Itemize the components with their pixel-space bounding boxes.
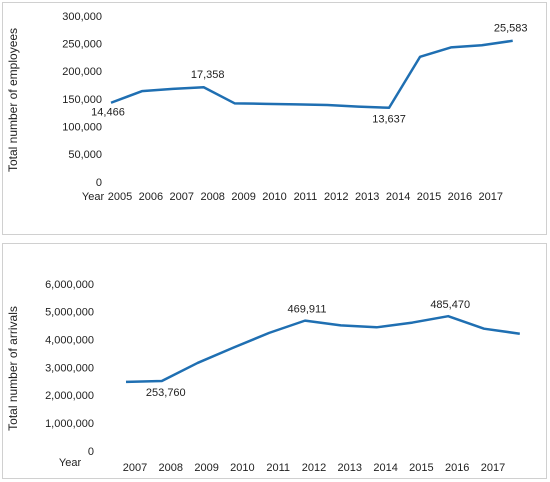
panel [2,243,547,479]
y-tick-label: 1,000,000 [45,418,94,430]
y-tick-label: 3,000,000 [45,362,94,374]
y-tick-label: 100,000 [62,122,102,134]
y-axis-label: Total number of employees [6,28,20,172]
x-tick-label: 2017 [481,462,505,474]
x-tick-label: 2009 [194,462,218,474]
x-tick-label: 2008 [159,462,183,474]
x-tick-label: 2015 [417,191,441,203]
data-label: 17,358 [191,69,225,81]
data-label: 469,911 [288,304,327,316]
x-tick-label: 2016 [448,191,472,203]
x-tick-label: 2017 [479,191,503,203]
x-tick-label: 2013 [338,462,362,474]
x-axis-label: Year [82,191,105,203]
x-tick-label: 2013 [355,191,379,203]
y-tick-label: 2,000,000 [45,390,94,402]
x-tick-label: 2010 [230,462,254,474]
y-tick-label: 250,000 [62,39,102,51]
x-tick-label: 2007 [123,462,147,474]
x-tick-label: 2006 [139,191,163,203]
x-tick-label: 2012 [302,462,326,474]
data-label: 13,637 [372,114,406,126]
data-label: 25,583 [494,23,528,35]
x-tick-label: 2007 [170,191,194,203]
data-label: 14,466 [91,107,125,119]
data-label: 253,760 [146,387,186,399]
x-tick-label: 2012 [324,191,348,203]
y-tick-label: 300,000 [62,11,102,23]
x-tick-label: 2011 [266,462,290,474]
y-tick-label: 200,000 [62,66,102,78]
y-tick-label: 150,000 [62,94,102,106]
y-tick-label: 0 [96,177,102,189]
x-axis-label: Year [59,457,82,469]
x-tick-label: 2009 [231,191,255,203]
y-tick-label: 0 [88,446,94,458]
x-tick-label: 2010 [262,191,286,203]
x-tick-label: 2011 [294,191,318,203]
line [125,314,520,384]
y-tick-label: 4,000,000 [45,335,94,347]
y-tick-label: 5,000,000 [45,307,94,319]
x-tick-label: 2016 [445,462,469,474]
x-tick-label: 2005 [108,191,132,203]
y-tick-label: 50,000 [68,149,102,161]
y-axis-label: Total number of arrivals [6,306,20,431]
line [110,39,513,109]
y-tick-label: 6,000,000 [45,279,94,291]
panel [2,2,547,235]
x-tick-label: 2014 [386,191,410,203]
x-tick-label: 2015 [409,462,433,474]
x-tick-label: 2008 [200,191,224,203]
data-label: 485,470 [430,299,470,311]
x-tick-label: 2014 [373,462,397,474]
